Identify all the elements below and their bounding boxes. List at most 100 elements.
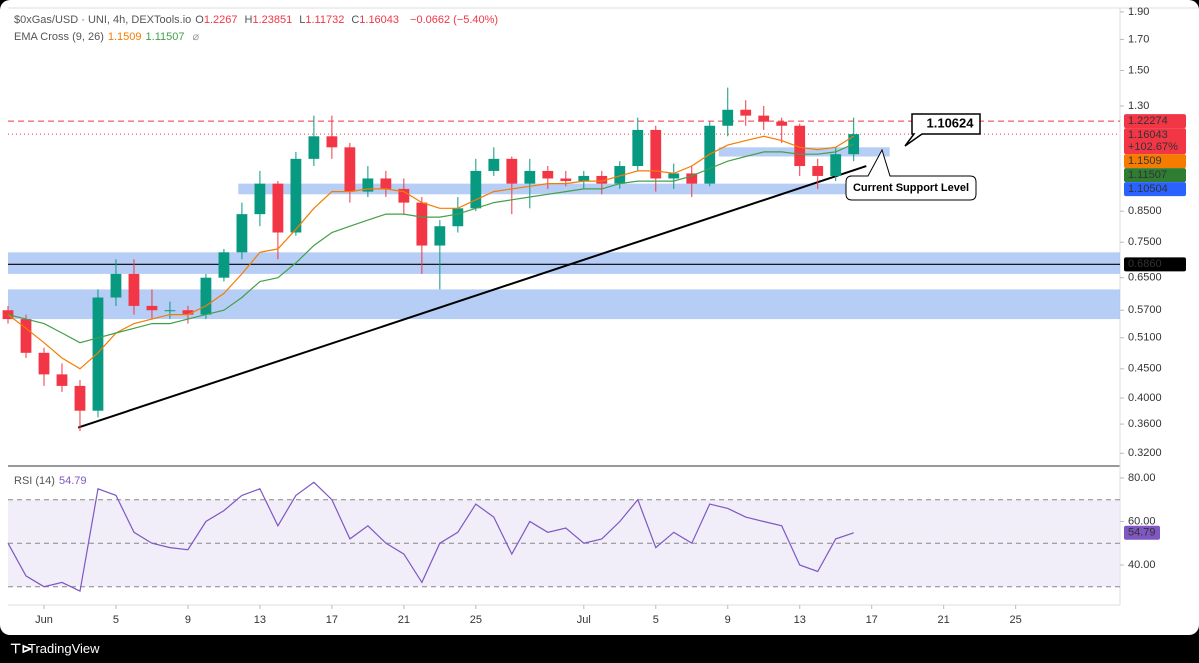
rsi-title: RSI (14) [14,475,55,487]
ohlc: O1.2267 H1.23851 L1.11732 C1.16043 [195,14,406,26]
price-callout [904,113,981,147]
candle-body [56,374,68,386]
candle-body [596,175,608,184]
candle-body [200,277,212,315]
candle-body [722,109,734,126]
y-tick-label: 0.4500 [1128,363,1162,375]
candle-body [830,154,842,176]
candle-body [398,188,410,203]
candle-body [110,273,122,298]
legend-value: 1.1509 [107,31,142,43]
annotations: 1.10624 Current Support Level [845,113,981,201]
price-label: 1.11507 [1128,169,1167,181]
candle-body [182,310,194,315]
rsi-label-bg [1124,525,1160,540]
candle-body [416,202,428,246]
x-tick-label: 17 [326,614,338,626]
price-label: 1.1509 [1128,155,1162,167]
legend-value: 1.11732 [305,14,345,26]
y-tick-label: 40.00 [1128,559,1156,571]
x-tick-label: 5 [653,614,659,626]
candle-body [542,170,554,179]
candle-body [362,178,374,192]
y-tick-label: 0.8500 [1128,205,1162,217]
x-tick-label: 21 [398,614,410,626]
candle-body [218,252,230,278]
x-tick-label: 17 [866,614,878,626]
candle-body [254,183,266,215]
ema-line [7,135,855,370]
candle-body [794,125,806,167]
price-label-bg [1124,128,1186,155]
candle-body [470,170,482,209]
card: 1.90 1.70 1.50 1.30 0.8500 0.7500 0.6500 0.5700… [0,0,1199,635]
callout-text: 1.10624 [927,115,975,130]
legend-value: 1.23851 [252,14,293,26]
brand: TradingView [28,641,100,656]
price-label: 1.16043 [1128,129,1168,141]
candle-body [272,183,284,233]
price-label-bg [1124,182,1186,197]
candle-body [560,178,572,182]
indicator: EMA Cross (9, 26) [14,31,104,43]
x-tick-label: Jun [35,614,53,626]
symbol: $0xGas/USD · UNI, 4h, DEXTools.io [14,14,192,26]
candle-body [308,136,320,159]
candle-body [686,173,698,184]
candle-body [290,158,302,233]
candle-body [758,115,770,122]
price-label-sub: +102.67% [1128,141,1178,153]
legend-rsi: RSI (14) 54.79 [14,475,91,487]
legend-value: H [244,14,253,26]
rsi-line [7,481,854,592]
rsi-band [8,499,1120,587]
x-tick-label: 13 [794,614,806,626]
rsi-label: 54.79 [1128,527,1156,539]
x-tick-label: 9 [185,614,191,626]
y-tick-label: 1.90 [1128,6,1149,18]
x-tick-label: 21 [938,614,950,626]
support-text: Current Support Level [853,182,969,194]
y-tick-label: 1.70 [1128,33,1149,45]
candle-body [578,175,590,182]
support-zone [8,252,1120,274]
footer: ⊤⊳ TradingView [10,641,100,656]
price-label-bg [1124,114,1186,129]
candle-body [812,166,824,176]
candle-body [488,158,500,171]
candle-body [20,319,32,353]
candle-body [146,305,158,311]
candle-body [524,170,536,184]
y-tick-label: 1.30 [1128,100,1149,112]
candle-body [326,136,338,148]
candle-body [668,173,680,179]
y-tick-label: 0.6500 [1128,272,1162,284]
x-tick-label: 25 [1010,614,1022,626]
y-tick-label: 0.5700 [1128,304,1162,316]
price-label-bg [1124,257,1186,272]
x-tick-label: 5 [113,614,119,626]
candle-body [650,129,662,179]
legend-value: 1.11507 [145,31,185,43]
candle-body [74,385,86,411]
legend-ema: EMA Cross (9, 26) 1.1509 1.11507 ⌀ [14,31,200,43]
candle-body [506,158,518,184]
price-label: 1.10504 [1128,183,1168,195]
y-tick-label: 60.00 [1128,515,1156,527]
candle-body [344,147,356,192]
x-tick-label: 13 [254,614,266,626]
support-callout [845,148,977,201]
legend-value: 1.16043 [359,14,400,26]
price-label: 0.6860 [1128,258,1162,270]
ema-values: 1.1509 1.11507 [108,31,189,43]
candle-body [128,273,140,306]
candle-body [164,310,176,312]
legend-main: $0xGas/USD · UNI, 4h, DEXTools.io O1.2267… [14,14,502,26]
y-tick-label: 0.3200 [1128,447,1162,459]
y-tick-label: 0.5100 [1128,332,1162,344]
candle-body [632,129,644,167]
legend-value: C [351,14,360,26]
legend-value: 1.2267 [203,14,238,26]
candle-body [776,121,788,126]
